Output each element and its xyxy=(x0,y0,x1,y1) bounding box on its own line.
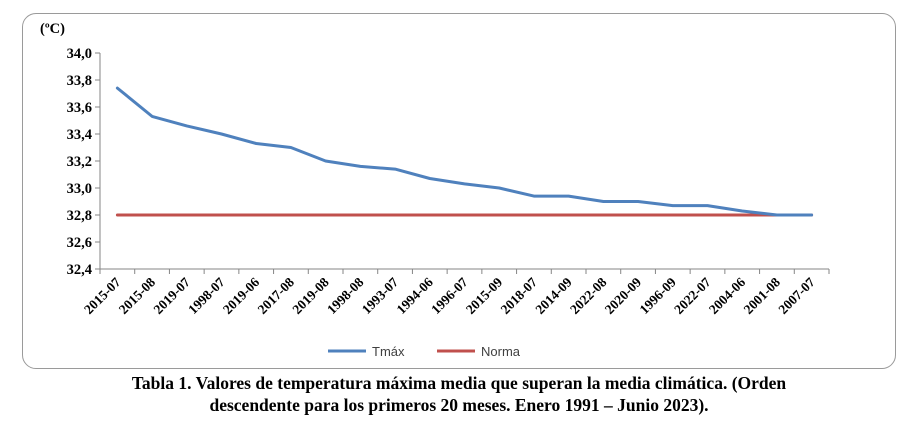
y-tick-label: 32,6 xyxy=(67,235,92,251)
x-tick-label: 2015-08 xyxy=(116,274,159,317)
y-tick-label: 32,8 xyxy=(67,208,92,224)
x-tick-label: 2019-06 xyxy=(220,274,263,317)
x-tick-label: 1996-09 xyxy=(636,274,679,317)
y-tick-label: 33,0 xyxy=(67,181,92,197)
y-tick-label: 32,4 xyxy=(67,262,92,278)
x-tick-label: 2015-09 xyxy=(463,274,506,317)
x-tick-label: 2007-07 xyxy=(775,274,818,317)
y-tick-label: 33,6 xyxy=(67,100,92,116)
y-tick-label: 33,8 xyxy=(67,73,92,89)
y-tick-label: 34,0 xyxy=(67,46,92,62)
x-tick-label: 2020-09 xyxy=(602,274,645,317)
x-tick-label: 2004-06 xyxy=(706,274,749,317)
y-tick-label: 33,2 xyxy=(67,154,92,170)
x-tick-label: 2015-07 xyxy=(81,274,124,317)
x-tick-label: 1993-07 xyxy=(359,274,402,317)
x-tick-label: 1994-06 xyxy=(393,274,436,317)
series-line-tmax xyxy=(115,86,814,217)
y-unit-label: (ºC) xyxy=(40,21,65,37)
x-tick-label: 2022-08 xyxy=(567,274,610,317)
legend-label-tmax: Tmáx xyxy=(372,344,405,359)
caption-line-2: descendente para los primeros 20 meses. … xyxy=(209,395,709,415)
caption-line-1: Tabla 1. Valores de temperatura máxima m… xyxy=(131,373,787,393)
y-tick-label: 33,4 xyxy=(67,127,92,143)
legend-label-norma: Norma xyxy=(481,344,521,359)
x-tick-label: 2001-08 xyxy=(741,274,784,317)
figure-caption: Tabla 1. Valores de temperatura máxima m… xyxy=(0,372,918,416)
x-tick-label: 2019-07 xyxy=(150,274,193,317)
x-tick-label: 2014-09 xyxy=(532,274,575,317)
x-tick-label: 1998-08 xyxy=(324,274,367,317)
chart-frame xyxy=(22,13,896,369)
x-tick-label: 1996-07 xyxy=(428,274,471,317)
legend: Tmáx Norma xyxy=(328,344,521,359)
x-tick-label: 2022-07 xyxy=(671,274,714,317)
x-tick-label: 2017-08 xyxy=(255,274,298,317)
x-tick-label: 1998-07 xyxy=(185,274,228,317)
x-tick-label: 2019-08 xyxy=(289,274,332,317)
x-tick-label: 2018-07 xyxy=(498,274,541,317)
